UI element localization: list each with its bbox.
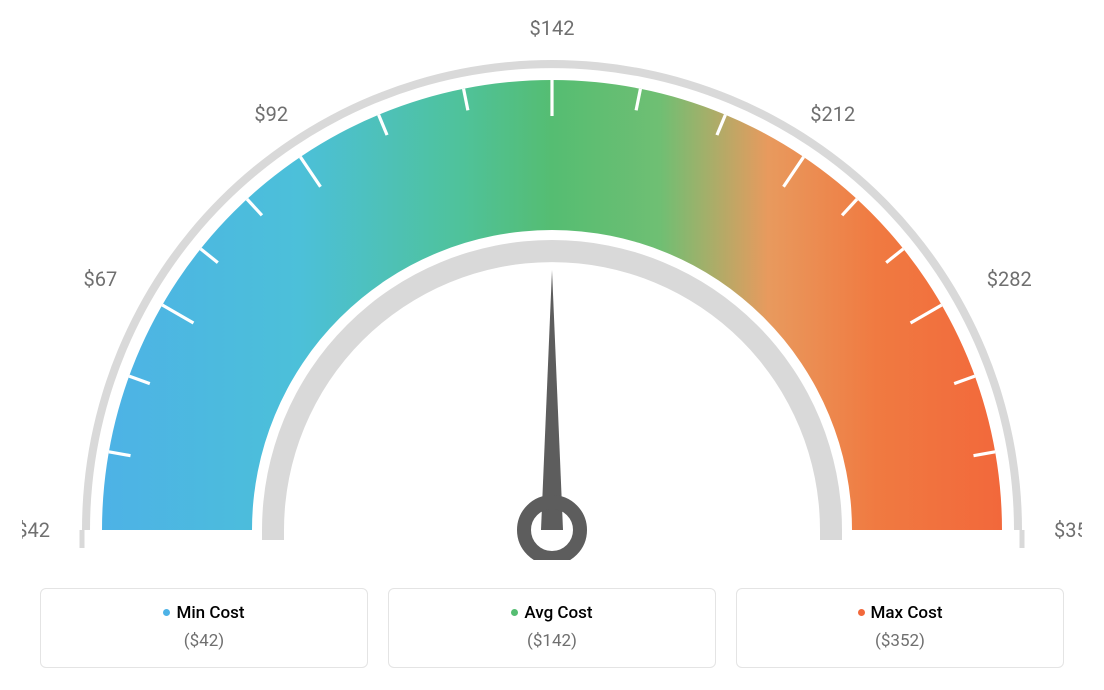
tick-label: $212 [810, 102, 855, 126]
legend-label-min: Min Cost [176, 603, 244, 623]
legend-value-min: ($42) [59, 631, 349, 651]
legend-card-min: Min Cost ($42) [40, 588, 368, 668]
legend-card-avg: Avg Cost ($142) [388, 588, 716, 668]
legend-label-avg: Avg Cost [524, 603, 592, 623]
inner-ring-cap [262, 530, 284, 540]
legend-dot-max [858, 609, 865, 616]
legend-title-max: Max Cost [755, 603, 1045, 623]
tick-label: $67 [84, 267, 118, 291]
legend-label-max: Max Cost [871, 603, 943, 623]
legend-dot-min [163, 609, 170, 616]
inner-ring-cap [820, 530, 842, 540]
legend-value-avg: ($142) [407, 631, 697, 651]
legend-value-max: ($352) [755, 631, 1045, 651]
gauge-needle [541, 270, 563, 530]
tick-label: $92 [254, 102, 288, 126]
tick-label: $282 [987, 267, 1032, 291]
legend-dot-avg [511, 609, 518, 616]
legend-title-avg: Avg Cost [407, 603, 697, 623]
cost-gauge-chart: $42 $67 $92 $142 $212 $282 $352 Min Cost ($42)… [22, 20, 1082, 668]
gauge-svg: $42 $67 $92 $142 $212 $282 $352 [22, 20, 1082, 560]
legend-card-max: Max Cost ($352) [736, 588, 1064, 668]
legend-row: Min Cost ($42) Avg Cost ($142) Max Cost … [22, 588, 1082, 668]
tick-label: $352 [1054, 518, 1082, 542]
tick-label: $142 [530, 20, 575, 40]
legend-title-min: Min Cost [59, 603, 349, 623]
tick-label: $42 [22, 518, 50, 542]
